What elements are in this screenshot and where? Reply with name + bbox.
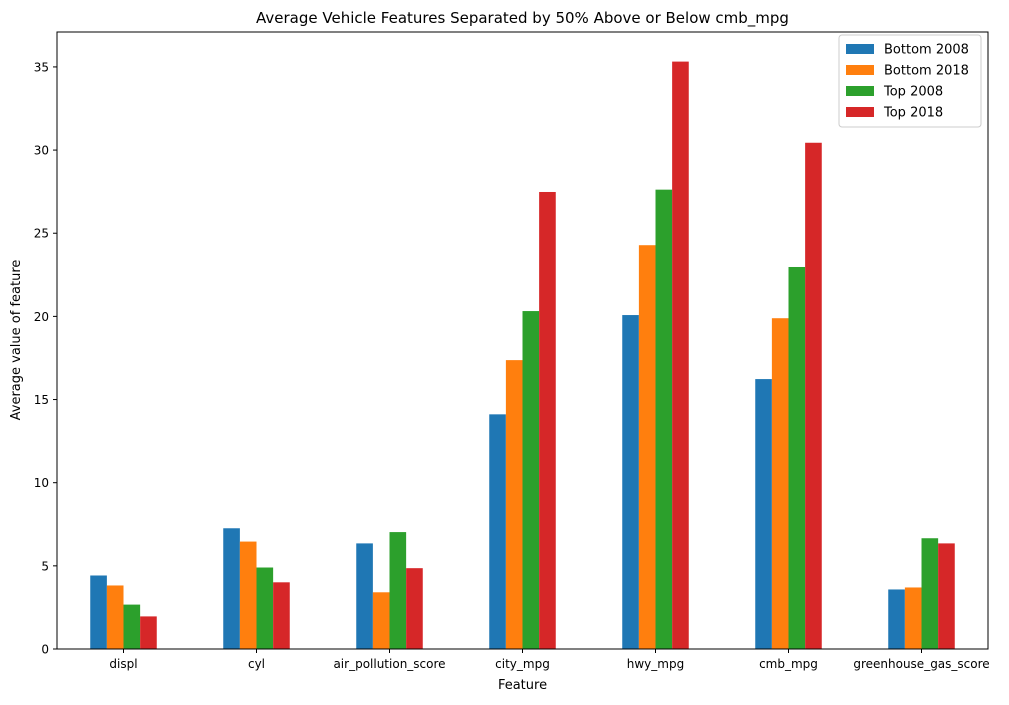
x-axis: displ cyl air_pollution_score city_mpg hwy_m… — [109, 649, 990, 671]
y-tick-label: 10 — [34, 476, 49, 490]
bar — [489, 414, 506, 649]
legend-swatch — [846, 65, 874, 75]
bar — [123, 604, 141, 649]
bar — [805, 142, 822, 649]
y-tick-label: 30 — [34, 144, 49, 158]
bar — [140, 616, 157, 649]
bar — [389, 532, 407, 649]
bar — [90, 575, 107, 649]
bar — [938, 543, 955, 649]
y-tick-label: 5 — [41, 559, 49, 573]
bar — [256, 567, 274, 649]
x-tick-label: air_pollution_score — [333, 657, 445, 671]
bar — [622, 315, 639, 649]
y-axis-label: Average value of feature — [9, 260, 24, 421]
bar — [505, 360, 523, 649]
bar — [356, 543, 373, 649]
x-tick-label: hwy_mpg — [627, 657, 684, 671]
bar — [672, 61, 689, 650]
bar — [788, 266, 806, 649]
legend-entries: Bottom 2008 Bottom 2018 Top 2008 Top 2018 — [846, 43, 969, 121]
x-tick-label: city_mpg — [495, 657, 550, 671]
x-tick-label: cyl — [248, 657, 265, 671]
x-tick-label: cmb_mpg — [759, 657, 818, 671]
legend-label: Top 2008 — [883, 85, 943, 100]
y-axis: 0 5 10 15 20 25 30 35 — [34, 60, 57, 657]
bar — [655, 189, 673, 649]
bar — [539, 191, 556, 650]
bar — [406, 568, 423, 649]
bar — [372, 592, 390, 649]
bar — [273, 582, 290, 649]
y-tick-label: 15 — [34, 393, 49, 407]
chart-title: Average Vehicle Features Separated by 50… — [256, 9, 789, 28]
bar — [888, 589, 905, 649]
y-tick-label: 25 — [34, 227, 49, 241]
bar — [921, 538, 939, 649]
legend-box — [838, 34, 982, 128]
x-axis-label: Feature — [498, 678, 547, 693]
legend-swatch — [846, 107, 874, 117]
legend-label: Bottom 2018 — [884, 64, 969, 79]
bar — [522, 311, 540, 649]
legend-swatch — [846, 44, 874, 54]
y-tick-label: 20 — [34, 310, 49, 324]
legend-label: Bottom 2008 — [884, 43, 969, 58]
legend-swatch — [846, 86, 874, 96]
bar — [106, 585, 124, 649]
x-tick-label: greenhouse_gas_score — [853, 657, 989, 671]
bar — [755, 379, 772, 649]
legend: Bottom 2008 Bottom 2018 Top 2008 Top 2018 — [838, 34, 982, 128]
legend-label: Top 2018 — [883, 106, 943, 121]
bar — [239, 541, 257, 649]
bar — [904, 587, 922, 649]
y-tick-label: 0 — [41, 643, 49, 657]
x-tick-label: displ — [109, 657, 137, 671]
y-tick-label: 35 — [34, 60, 49, 74]
bar — [223, 528, 240, 649]
bar — [638, 245, 656, 649]
bar — [771, 318, 789, 649]
bars-layer — [90, 61, 955, 650]
